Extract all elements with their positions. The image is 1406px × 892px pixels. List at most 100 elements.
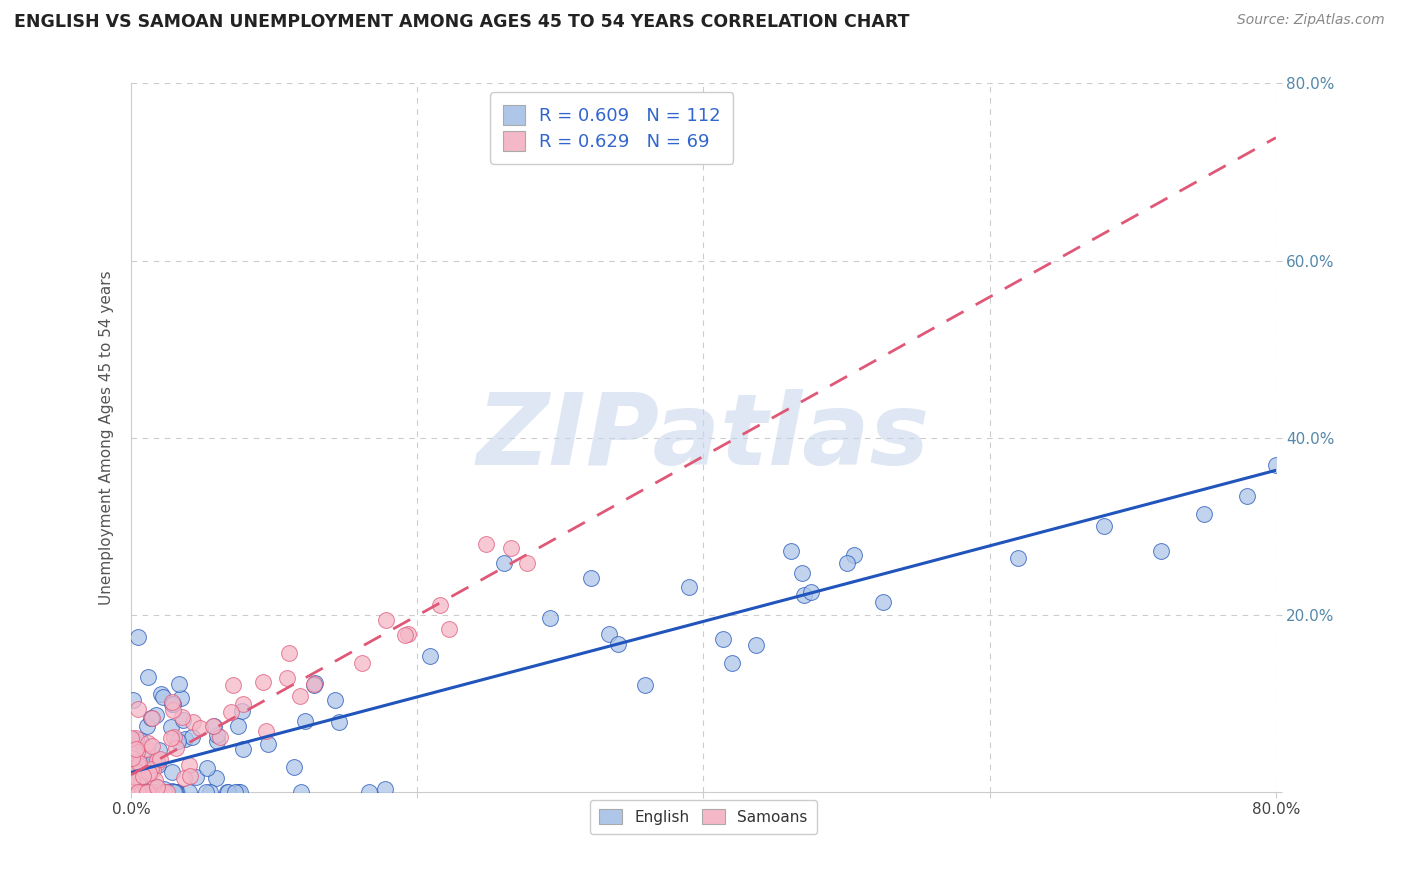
- Point: [143, 773, 166, 788]
- Point: [254, 724, 277, 739]
- Point: [145, 785, 167, 799]
- Point: [128, 759, 150, 773]
- Point: [120, 785, 142, 799]
- Point: [143, 780, 166, 794]
- Point: [231, 704, 253, 718]
- Point: [217, 785, 239, 799]
- Point: [142, 785, 165, 799]
- Point: [128, 756, 150, 770]
- Point: [149, 752, 172, 766]
- Point: [842, 548, 865, 562]
- Point: [179, 785, 201, 799]
- Point: [146, 756, 169, 770]
- Point: [124, 785, 146, 799]
- Point: [139, 711, 162, 725]
- Point: [120, 785, 142, 799]
- Point: [145, 753, 167, 767]
- Point: [146, 785, 169, 799]
- Point: [396, 627, 419, 641]
- Point: [516, 556, 538, 570]
- Point: [136, 785, 159, 799]
- Point: [872, 595, 894, 609]
- Point: [276, 671, 298, 685]
- Point: [155, 785, 177, 799]
- Point: [190, 721, 212, 735]
- Point: [166, 785, 188, 799]
- Point: [1150, 543, 1173, 558]
- Point: [177, 757, 200, 772]
- Point: [122, 733, 145, 747]
- Point: [780, 544, 803, 558]
- Point: [143, 757, 166, 772]
- Point: [121, 780, 143, 794]
- Point: [124, 785, 146, 799]
- Point: [179, 769, 201, 783]
- Point: [166, 785, 188, 799]
- Point: [1236, 490, 1258, 504]
- Point: [125, 785, 148, 799]
- Point: [439, 622, 461, 636]
- Point: [350, 657, 373, 671]
- Point: [181, 731, 204, 745]
- Point: [136, 736, 159, 750]
- Point: [153, 785, 176, 799]
- Point: [163, 730, 186, 744]
- Point: [163, 785, 186, 799]
- Point: [153, 781, 176, 796]
- Point: [1007, 550, 1029, 565]
- Point: [160, 765, 183, 780]
- Point: [252, 675, 274, 690]
- Point: [302, 676, 325, 690]
- Point: [128, 772, 150, 786]
- Point: [157, 785, 180, 799]
- Point: [142, 763, 165, 777]
- Point: [374, 613, 396, 627]
- Point: [634, 678, 657, 692]
- Point: [793, 588, 815, 602]
- Point: [142, 785, 165, 799]
- Point: [294, 714, 316, 729]
- Point: [184, 771, 207, 785]
- Point: [134, 785, 156, 799]
- Point: [195, 761, 218, 775]
- Point: [290, 785, 312, 799]
- Point: [122, 693, 145, 707]
- Point: [127, 702, 149, 716]
- Point: [288, 689, 311, 703]
- Point: [745, 639, 768, 653]
- Point: [304, 676, 326, 690]
- Point: [127, 746, 149, 760]
- Text: ZIPatlas: ZIPatlas: [477, 389, 929, 486]
- Point: [134, 785, 156, 799]
- Point: [121, 750, 143, 764]
- Point: [204, 771, 226, 785]
- Point: [169, 677, 191, 691]
- Point: [136, 742, 159, 756]
- Point: [256, 737, 278, 751]
- Point: [127, 630, 149, 644]
- Point: [226, 718, 249, 732]
- Point: [598, 627, 620, 641]
- Point: [224, 785, 246, 799]
- Point: [374, 782, 396, 797]
- Point: [835, 556, 858, 570]
- Point: [323, 692, 346, 706]
- Point: [148, 743, 170, 757]
- Point: [357, 785, 380, 799]
- Point: [278, 646, 301, 660]
- Point: [201, 719, 224, 733]
- Point: [170, 691, 193, 706]
- Point: [232, 698, 254, 712]
- Point: [167, 734, 190, 748]
- Point: [429, 598, 451, 612]
- Point: [172, 714, 194, 728]
- Point: [121, 785, 143, 799]
- Point: [156, 785, 179, 799]
- Point: [205, 733, 228, 747]
- Point: [173, 771, 195, 785]
- Point: [128, 785, 150, 799]
- Point: [129, 733, 152, 747]
- Point: [122, 756, 145, 770]
- Point: [160, 697, 183, 711]
- Point: [579, 571, 602, 585]
